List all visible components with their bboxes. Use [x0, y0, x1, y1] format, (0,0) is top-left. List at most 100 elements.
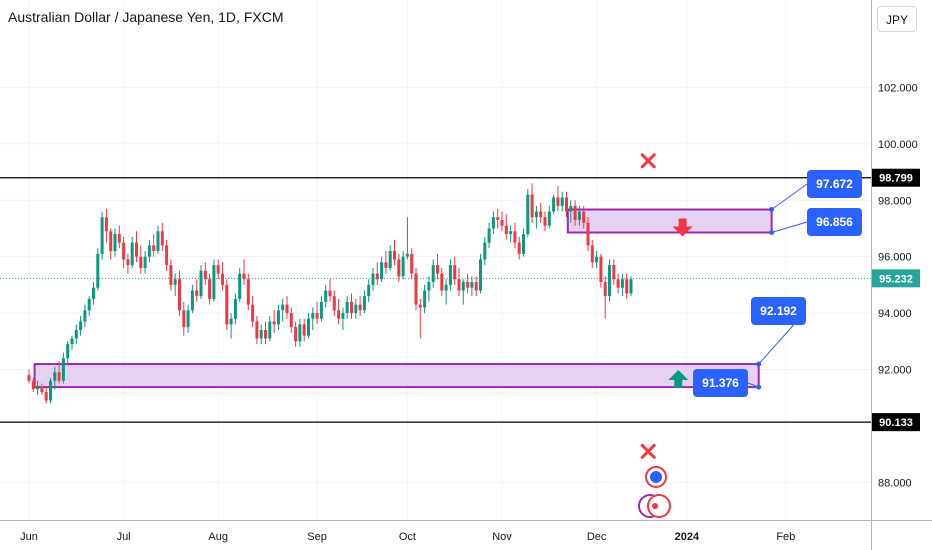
candle-body [466, 282, 470, 288]
candle-body [440, 273, 444, 291]
candle-body [298, 324, 302, 342]
candle-body [233, 298, 237, 319]
candle-body [307, 318, 310, 336]
price-axis-tick-label: 102.000 [878, 82, 918, 94]
price-axis-tick-label: 100.000 [878, 139, 918, 151]
candle-body [496, 217, 500, 220]
candle-body [44, 392, 48, 401]
level-price-tag-text: 90.133 [879, 417, 913, 429]
candle-body [229, 318, 233, 325]
candle-body [113, 234, 117, 252]
price-callout-label[interactable] [807, 208, 862, 236]
candle-body [49, 380, 52, 401]
candle-body [195, 290, 199, 297]
candle-body [397, 259, 401, 277]
candle-body [139, 256, 143, 268]
candle-body [560, 197, 564, 206]
candle-body [517, 242, 521, 254]
time-axis-tick-label: Jun [20, 531, 38, 543]
candle-body [208, 279, 212, 299]
callout-anchor [769, 230, 775, 236]
candle-body [530, 194, 534, 218]
time-axis-tick-label: Jul [117, 531, 131, 543]
candle-body [539, 211, 543, 218]
candle-body [620, 279, 624, 288]
candle-body [590, 245, 594, 263]
candle-body [255, 321, 259, 339]
australia-flag-icon [650, 471, 662, 483]
candle-body [117, 234, 121, 243]
price-axis-tick-label: 88.000 [878, 477, 912, 489]
candle-body [315, 313, 319, 319]
candle-body [608, 265, 611, 297]
candle-body [448, 265, 452, 285]
candle-body [147, 245, 151, 257]
callout-connector [771, 221, 808, 234]
candle-body [135, 242, 138, 257]
candle-body [612, 265, 616, 280]
time-axis-tick-label: Oct [399, 531, 416, 543]
candle-body [122, 242, 126, 260]
candle-body [332, 296, 336, 311]
candle-body [311, 313, 315, 319]
candle-body [83, 310, 87, 322]
level-price-tag [872, 413, 920, 432]
candle-body [152, 245, 156, 252]
candle-body [199, 270, 203, 297]
cross-icon [640, 443, 656, 459]
support-zone [33, 363, 760, 389]
japan-flag-icon [652, 503, 658, 509]
level-price-tag [872, 168, 920, 187]
candle-body [337, 310, 341, 319]
candle-body [513, 231, 517, 243]
candle-body [87, 298, 91, 311]
candle-body [165, 245, 169, 266]
price-callout-text: 96.856 [816, 215, 853, 229]
candle-body [487, 228, 491, 243]
candle-body [109, 231, 113, 252]
candle-body [418, 304, 422, 308]
candle-body [522, 234, 525, 254]
candle-body [216, 265, 220, 274]
candle-body [225, 284, 229, 325]
candle-body [268, 321, 272, 339]
candle-body [178, 279, 181, 311]
candle-body [582, 211, 586, 223]
candle-body [203, 270, 207, 280]
event-icon[interactable] [647, 494, 671, 518]
candle-body [552, 197, 556, 212]
candle-body [380, 262, 384, 280]
candle-body [350, 301, 353, 314]
candle-body [61, 358, 65, 381]
candle-body [629, 279, 633, 294]
price-callout-label[interactable] [693, 369, 748, 397]
candle-body [130, 242, 134, 266]
candle-body [104, 217, 108, 232]
candle-body [543, 217, 547, 226]
time-axis-tick-label: Aug [208, 531, 228, 543]
candle-body [190, 290, 194, 311]
price-callout-label[interactable] [807, 170, 862, 198]
candle-body [36, 386, 40, 390]
resistance-zone [566, 208, 773, 234]
candle-body [367, 284, 371, 297]
candle-body [479, 259, 482, 291]
candle-body [603, 282, 607, 297]
candle-body [453, 265, 457, 280]
price-axis-tick-label: 94.000 [878, 308, 912, 320]
candle-body [444, 284, 448, 291]
candle-body [569, 205, 573, 212]
time-axis-tick-label: Feb [776, 531, 795, 543]
candle-body [509, 231, 513, 235]
candle-body [259, 330, 263, 339]
candle-body [405, 253, 409, 257]
candle-body [53, 372, 57, 381]
candle-body [431, 265, 435, 283]
price-callout-label[interactable] [751, 297, 806, 325]
currency-button[interactable]: JPY [877, 6, 917, 32]
candle-body [100, 217, 104, 254]
candle-body [324, 290, 328, 302]
candle-body [328, 290, 332, 297]
